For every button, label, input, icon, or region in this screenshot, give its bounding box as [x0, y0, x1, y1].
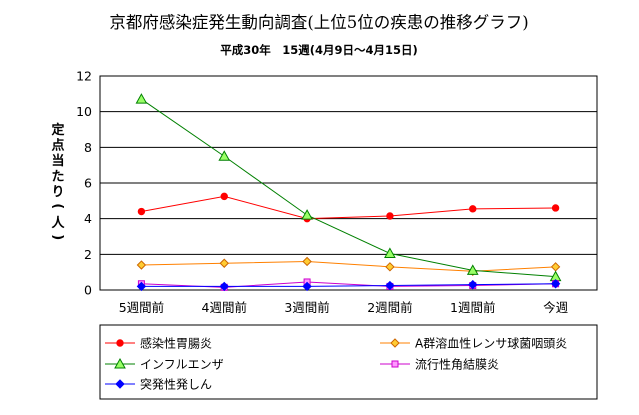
y-axis-label-char: 点: [51, 137, 64, 153]
data-point: [136, 260, 147, 270]
series-line: [141, 283, 556, 287]
data-point: [385, 262, 395, 272]
x-tick-label: 1週間前: [450, 300, 495, 315]
data-point: [136, 281, 147, 292]
data-point: [302, 281, 312, 292]
data-point: [219, 258, 229, 268]
data-point: [135, 93, 148, 104]
legend-item: 流行性角結膜炎: [380, 358, 499, 372]
legend-item: インフルエンザ: [105, 358, 224, 372]
series-1: [137, 192, 560, 223]
y-axis-label-char: (: [50, 203, 65, 209]
y-axis-label-char: り: [51, 185, 64, 200]
series-line: [141, 260, 556, 272]
legend-item: 感染性胃腸炎: [105, 336, 212, 351]
x-tick-label: 3週間前: [284, 300, 329, 315]
x-tick-label: 今週: [543, 300, 569, 315]
data-point: [220, 192, 228, 201]
x-tick-label: 2週間前: [367, 300, 412, 315]
chart-title: 京都府感染症発生動向調査(上位5位の疾患の推移グラフ): [109, 13, 528, 32]
legend-label: 突発性発しん: [140, 377, 212, 392]
y-tick-label: 0: [84, 283, 92, 298]
data-point: [466, 264, 479, 275]
x-tick-label: 5週間前: [119, 300, 164, 315]
y-tick-label: 2: [84, 247, 92, 262]
data-point: [551, 204, 560, 212]
series-5: [136, 279, 561, 292]
data-point: [468, 279, 478, 290]
x-tick-label: 4週間前: [202, 300, 247, 315]
series-3: [135, 93, 562, 282]
y-axis-label-char: た: [51, 169, 64, 184]
legend-label: インフルエンザ: [140, 358, 224, 372]
data-point: [550, 262, 561, 272]
legend-box: [99, 324, 598, 400]
data-point: [469, 205, 477, 213]
data-point: [137, 207, 146, 216]
legend-marker: [115, 379, 125, 389]
data-point: [219, 281, 229, 292]
data-point: [550, 279, 561, 289]
y-tick-label: 6: [84, 176, 92, 191]
y-axis-label-char: 定: [50, 122, 64, 138]
data-point: [385, 280, 395, 291]
series-line: [141, 195, 556, 220]
chart-subtitle: 平成30年 15週(4月9日～4月15日): [220, 43, 418, 57]
series-group: [135, 93, 562, 292]
legend-label: 感染性胃腸炎: [140, 336, 212, 351]
data-point: [386, 212, 394, 220]
legend-item: 突発性発しん: [105, 377, 212, 392]
legend-marker: [114, 357, 126, 369]
grid: [100, 111, 597, 255]
data-point: [384, 247, 396, 258]
y-tick-label: 12: [76, 69, 92, 84]
data-point: [301, 209, 313, 220]
y-tick-label: 4: [84, 211, 92, 226]
y-tick-label: 10: [76, 104, 92, 119]
plot-area: [99, 75, 598, 291]
x-axis-ticks: 5週間前 4週間前 3週間前 2週間前 1週間前 今週: [119, 300, 569, 315]
y-axis-label-char: ): [50, 234, 65, 240]
y-axis-label-char: 人: [51, 215, 65, 231]
data-point: [218, 150, 231, 161]
legend-label: 流行性角結膜炎: [415, 358, 499, 372]
legend-marker: [390, 338, 400, 348]
legend-marker: [391, 360, 399, 368]
y-axis-ticks: 0 2 4 6 8 10 12: [76, 69, 92, 298]
series-line: [141, 98, 556, 278]
legend-item: A群溶血性レンサ球菌咽頭炎: [380, 336, 567, 351]
y-tick-label: 8: [84, 140, 92, 155]
legend-marker: [116, 339, 124, 347]
legend-label: A群溶血性レンサ球菌咽頭炎: [415, 336, 567, 351]
data-point: [302, 256, 312, 267]
y-axis-label-char: 当: [51, 153, 64, 169]
